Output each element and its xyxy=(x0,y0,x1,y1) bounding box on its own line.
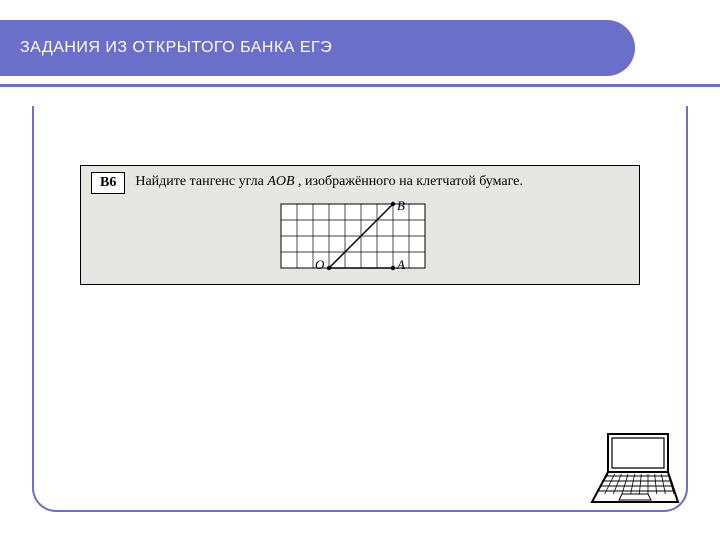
svg-text:O: O xyxy=(315,257,325,272)
problem-text-after: , изображённого на клетчатой бумаге. xyxy=(295,174,523,189)
problem-text-before: Найдите тангенс угла xyxy=(135,174,267,189)
angle-grid-diagram: O A B xyxy=(277,200,443,276)
svg-text:A: A xyxy=(396,257,405,272)
problem-box: B6 Найдите тангенс угла AOB , изображённ… xyxy=(80,165,640,285)
svg-text:B: B xyxy=(397,200,405,213)
problem-header: B6 Найдите тангенс угла AOB , изображённ… xyxy=(91,172,629,194)
laptop-icon xyxy=(580,430,680,510)
header-underline xyxy=(0,84,720,87)
header-bar: ЗАДАНИЯ ИЗ ОТКРЫТОГО БАНКА ЕГЭ xyxy=(0,20,635,76)
problem-text: Найдите тангенс угла AOB , изображённого… xyxy=(135,172,629,192)
problem-angle: AOB xyxy=(267,174,294,189)
problem-badge: B6 xyxy=(91,172,125,194)
header-title: ЗАДАНИЯ ИЗ ОТКРЫТОГО БАНКА ЕГЭ xyxy=(20,39,332,57)
